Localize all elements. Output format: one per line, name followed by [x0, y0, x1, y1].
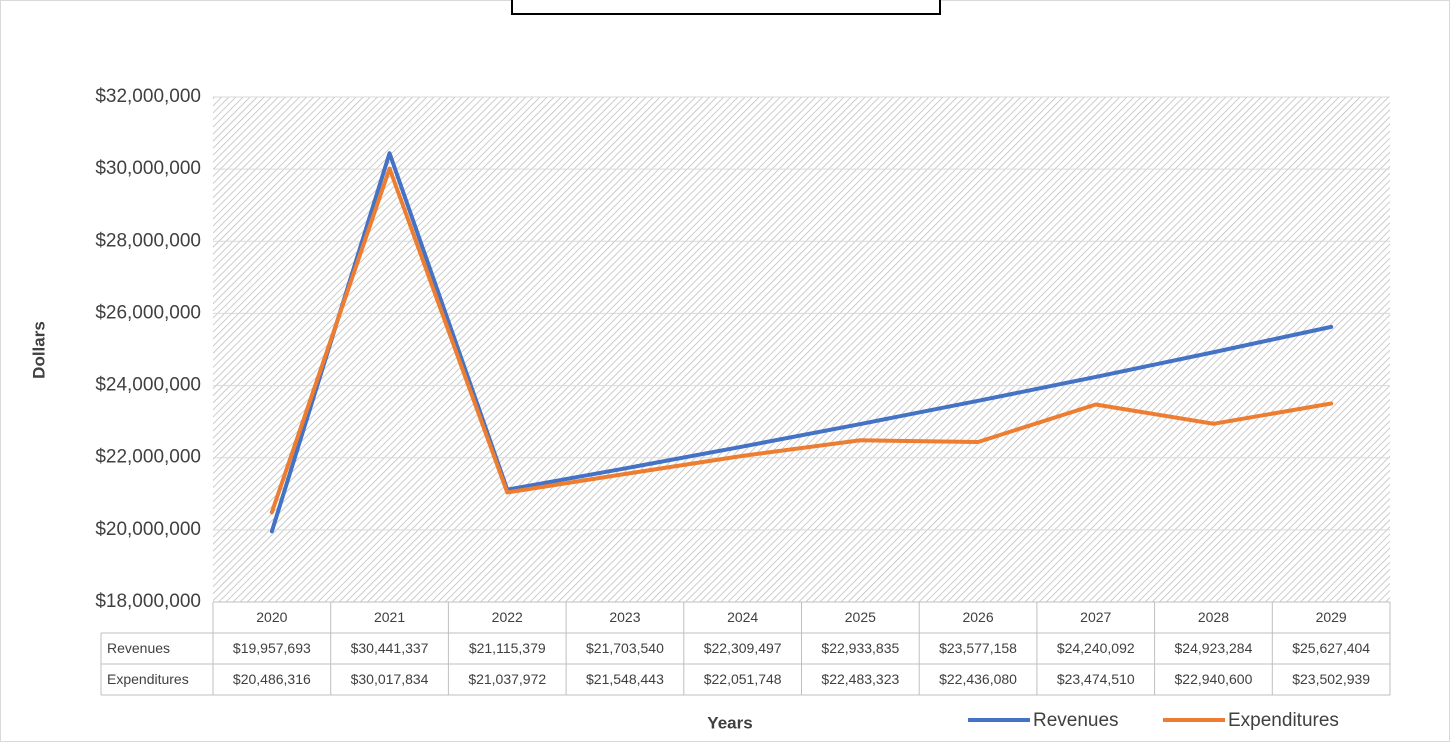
x-tick-label: 2029 [1316, 609, 1347, 625]
legend-label: Expenditures [1228, 710, 1339, 731]
table-cell: $19,957,693 [233, 640, 311, 656]
x-tick-label: 2025 [845, 609, 876, 625]
table-cell: $23,474,510 [1057, 671, 1135, 687]
table-cell: $22,436,080 [939, 671, 1017, 687]
table-cell: $23,577,158 [939, 640, 1017, 656]
table-cell: $23,502,939 [1292, 671, 1370, 687]
y-tick-label: $18,000,000 [95, 591, 201, 612]
x-tick-label: 2022 [492, 609, 523, 625]
table-cell: $22,483,323 [821, 671, 899, 687]
y-tick-label: $28,000,000 [95, 230, 201, 251]
table-cell: $24,923,284 [1175, 640, 1253, 656]
table-cell: $21,703,540 [586, 640, 664, 656]
x-tick-label: 2024 [727, 609, 758, 625]
table-cell: $22,940,600 [1175, 671, 1253, 687]
y-axis-title: Dollars [29, 321, 48, 379]
x-tick-label: 2021 [374, 609, 405, 625]
table-cell: $24,240,092 [1057, 640, 1135, 656]
table-row-label: Expenditures [107, 671, 189, 687]
table-cell: $30,017,834 [351, 671, 429, 687]
x-tick-label: 2027 [1080, 609, 1111, 625]
y-tick-label: $26,000,000 [95, 302, 201, 323]
table-row-label: Revenues [107, 640, 170, 656]
table-cell: $21,548,443 [586, 671, 664, 687]
x-tick-label: 2026 [962, 609, 993, 625]
legend-label: Revenues [1033, 710, 1119, 731]
table-cell: $21,037,972 [468, 671, 546, 687]
table-cell: $25,627,404 [1292, 640, 1370, 656]
y-tick-label: $30,000,000 [95, 158, 201, 179]
series-line [269, 166, 1334, 515]
table-cell: $21,115,379 [469, 640, 546, 656]
y-tick-label: $20,000,000 [95, 519, 201, 540]
table-cell: $22,051,748 [704, 671, 782, 687]
title-box [511, 0, 941, 15]
series-line [269, 151, 1334, 534]
y-tick-label: $22,000,000 [95, 447, 201, 468]
y-tick-label: $24,000,000 [95, 375, 201, 396]
plot-area [213, 97, 1390, 602]
x-tick-label: 2020 [256, 609, 287, 625]
table-cell: $22,309,497 [704, 640, 782, 656]
x-tick-label: 2028 [1198, 609, 1229, 625]
x-tick-label: 2023 [609, 609, 640, 625]
y-tick-label: $32,000,000 [95, 86, 201, 107]
table-cell: $22,933,835 [821, 640, 899, 656]
table-cell: $20,486,316 [233, 671, 311, 687]
table-cell: $30,441,337 [351, 640, 429, 656]
x-axis-title: Years [707, 713, 752, 732]
